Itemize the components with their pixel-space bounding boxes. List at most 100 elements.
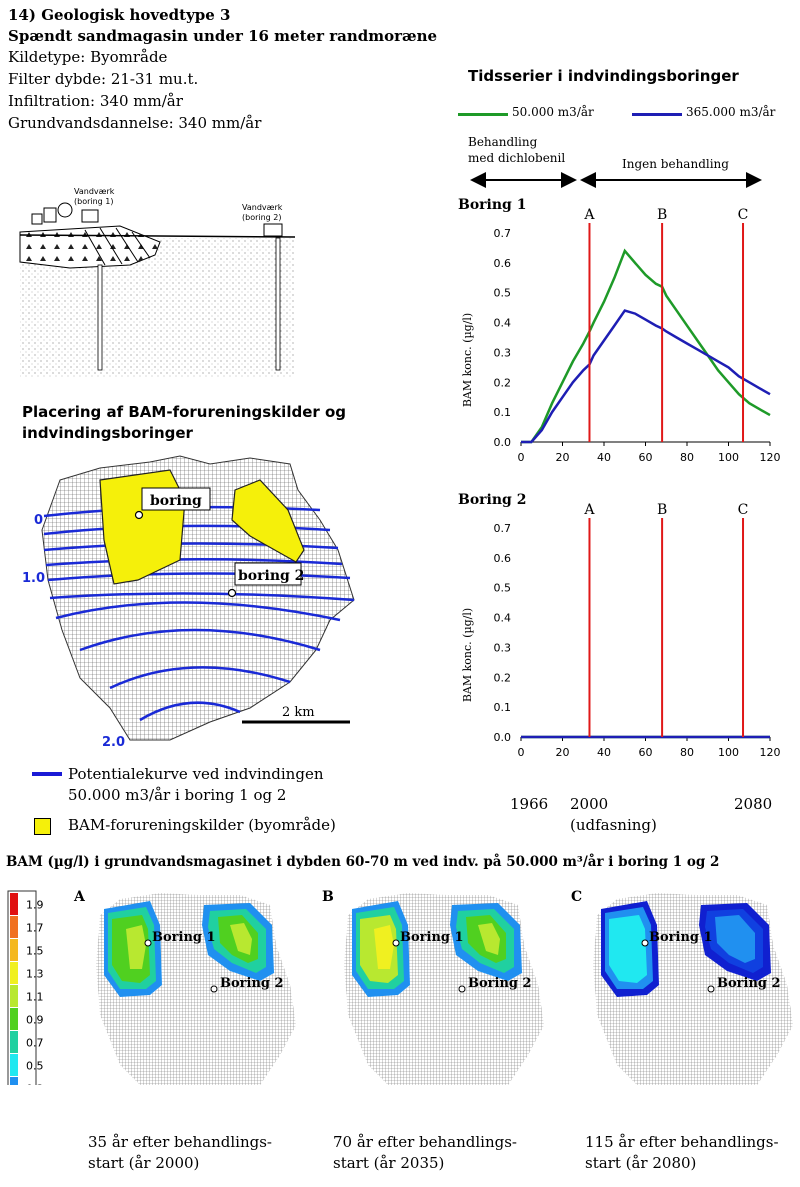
legend-label-365000: 365.000 m3/år	[686, 105, 776, 119]
concentration-panel-c: C Boring 1 Boring 2	[571, 889, 793, 1085]
phase-2-label: Ingen behandling	[622, 157, 729, 171]
x-tick-label: 60	[639, 451, 653, 464]
marker-label: A	[583, 502, 595, 518]
contour-legend-label: Potentialekurve ved indvindingen	[68, 765, 324, 783]
potential-contours	[43, 505, 355, 722]
y-tick-label: 0.0	[494, 731, 512, 744]
x-tick-label: 80	[680, 451, 694, 464]
color-scale-label: 0.5	[26, 1060, 44, 1073]
x-tick-label: 100	[718, 451, 739, 464]
year-label: 2000	[570, 795, 609, 813]
scale-label: 2 km	[282, 705, 315, 720]
color-scale-swatch	[10, 939, 18, 961]
contour-legend-swatch	[32, 772, 62, 776]
source-legend-swatch	[34, 818, 51, 835]
waterworks-2-sublabel: (boring 2)	[242, 213, 282, 222]
x-tick-label: 0	[518, 451, 525, 464]
series-line-365000	[521, 309, 771, 444]
concentration-panel-a: A Boring 1 Boring 2	[73, 889, 296, 1085]
chart-title: Boring 1	[458, 197, 526, 213]
map-title: Placering af BAM-forureningskilder og	[22, 403, 347, 421]
page-title: 14) Geologisk hovedtype 3	[8, 6, 231, 24]
chart-title: Boring 2	[458, 492, 526, 508]
boring-2-label: Boring 2	[468, 976, 532, 991]
panel-b-caption: 70 år efter behandlings-	[333, 1133, 517, 1151]
y-tick-label: 0.1	[494, 406, 512, 419]
phase-arrows	[470, 172, 762, 188]
marker-label: B	[657, 207, 667, 223]
waterworks-1-label: Vandværk	[74, 187, 115, 196]
color-scale-swatch	[10, 893, 18, 915]
x-tick-label: 40	[597, 451, 611, 464]
plume-1-peak	[374, 925, 394, 969]
boring-2-marker	[458, 985, 466, 993]
boring-2-label: boring 2	[238, 568, 304, 584]
y-tick-label: 0.4	[494, 317, 512, 330]
location-map: boring boring 2 0 1.0 2.0 2 km	[22, 455, 355, 750]
phase-1-label-2: med dichlobenil	[468, 151, 566, 165]
y-tick-label: 0.5	[494, 287, 512, 300]
x-tick-label: 20	[556, 746, 570, 759]
timeseries-title: Tidsserier i indvindingsboringer	[468, 67, 739, 85]
color-scale-swatch	[10, 1077, 18, 1085]
legend-swatch-50000	[458, 113, 508, 116]
panel-b-caption-2: start (år 2035)	[333, 1154, 445, 1172]
boring-1-label: Boring 1	[649, 930, 713, 945]
panel-letter: B	[322, 889, 334, 905]
source-legend-label: BAM-forureningskilder (byområde)	[68, 816, 336, 834]
x-tick-label: 40	[597, 746, 611, 759]
boring-1-marker	[134, 510, 144, 520]
plume-1-peak	[126, 925, 146, 969]
concentration-maps-title: BAM (µg/l) i grundvandsmagasinet i dybde…	[6, 854, 720, 870]
boring-2-label: Boring 2	[717, 976, 781, 991]
x-tick-label: 80	[680, 746, 694, 759]
cross-section-diagram: Vandværk (boring 1) Vandværk (boring 2)	[19, 187, 296, 378]
panel-a-caption-2: start (år 2000)	[88, 1154, 200, 1172]
concentration-maps: 1.91.71.51.31.10.90.70.50.30.1ABoring 1B…	[7, 889, 793, 1085]
year-label: 2080	[734, 795, 773, 813]
boring-2-marker	[210, 985, 218, 993]
waterworks-2-label: Vandværk	[242, 203, 283, 212]
color-scale-swatch	[10, 1031, 18, 1053]
x-tick-label: 100	[718, 746, 739, 759]
chart-boring-1: Boring 1 BAM konc. (µg/l) 0.0 0.1 0.2 0.3 0.…	[458, 197, 781, 464]
y-axis-label: BAM konc. (µg/l)	[461, 608, 474, 702]
color-scale-label: 1.7	[26, 922, 44, 935]
panel-a-caption: 35 år efter behandlings-	[88, 1133, 272, 1151]
boring-2-marker	[227, 588, 237, 598]
y-tick-label: 0.3	[494, 346, 512, 359]
boring-1-label: Boring 1	[400, 930, 464, 945]
color-scale-swatch	[10, 916, 18, 938]
color-scale-swatch	[10, 1054, 18, 1076]
phase-1-label: Behandling	[468, 135, 538, 149]
color-scale-label: 1.1	[26, 991, 44, 1004]
waterworks-1-sublabel: (boring 1)	[74, 197, 114, 206]
x-tick-label: 120	[760, 451, 781, 464]
year-label: 1966	[510, 795, 549, 813]
boring-1-marker	[392, 939, 400, 947]
info-line: Filter dybde: 21-31 mu.t.	[8, 70, 199, 88]
y-tick-label: 0.7	[494, 227, 512, 240]
color-scale-swatch	[10, 1008, 18, 1030]
series-line-50000	[521, 248, 771, 444]
contour-legend-label-2: 50.000 m3/år i boring 1 og 2	[68, 786, 287, 804]
x-tick-label: 120	[760, 746, 781, 759]
y-tick-label: 0.1	[494, 701, 512, 714]
y-tick-label: 0.2	[494, 376, 512, 389]
y-tick-label: 0.4	[494, 612, 512, 625]
info-line: Infiltration: 340 mm/år	[8, 92, 183, 110]
boring-1-marker	[144, 939, 152, 947]
contour-label: 0	[34, 513, 43, 528]
color-scale-frame	[7, 890, 37, 1085]
concentration-panel-b: B Boring 1 Boring 2	[322, 889, 544, 1085]
y-tick-label: 0.5	[494, 582, 512, 595]
year-sublabel: (udfasning)	[570, 816, 657, 834]
panel-c-caption-2: start (år 2080)	[585, 1154, 697, 1172]
marker-label: B	[657, 502, 667, 518]
plume-2-peak	[727, 923, 749, 955]
legend-label-50000: 50.000 m3/år	[512, 105, 594, 119]
map-title-line2: indvindingsboringer	[22, 424, 193, 442]
boring-1-label: boring	[150, 493, 202, 509]
color-scale-swatch	[10, 962, 18, 984]
boring-2-marker	[707, 985, 715, 993]
